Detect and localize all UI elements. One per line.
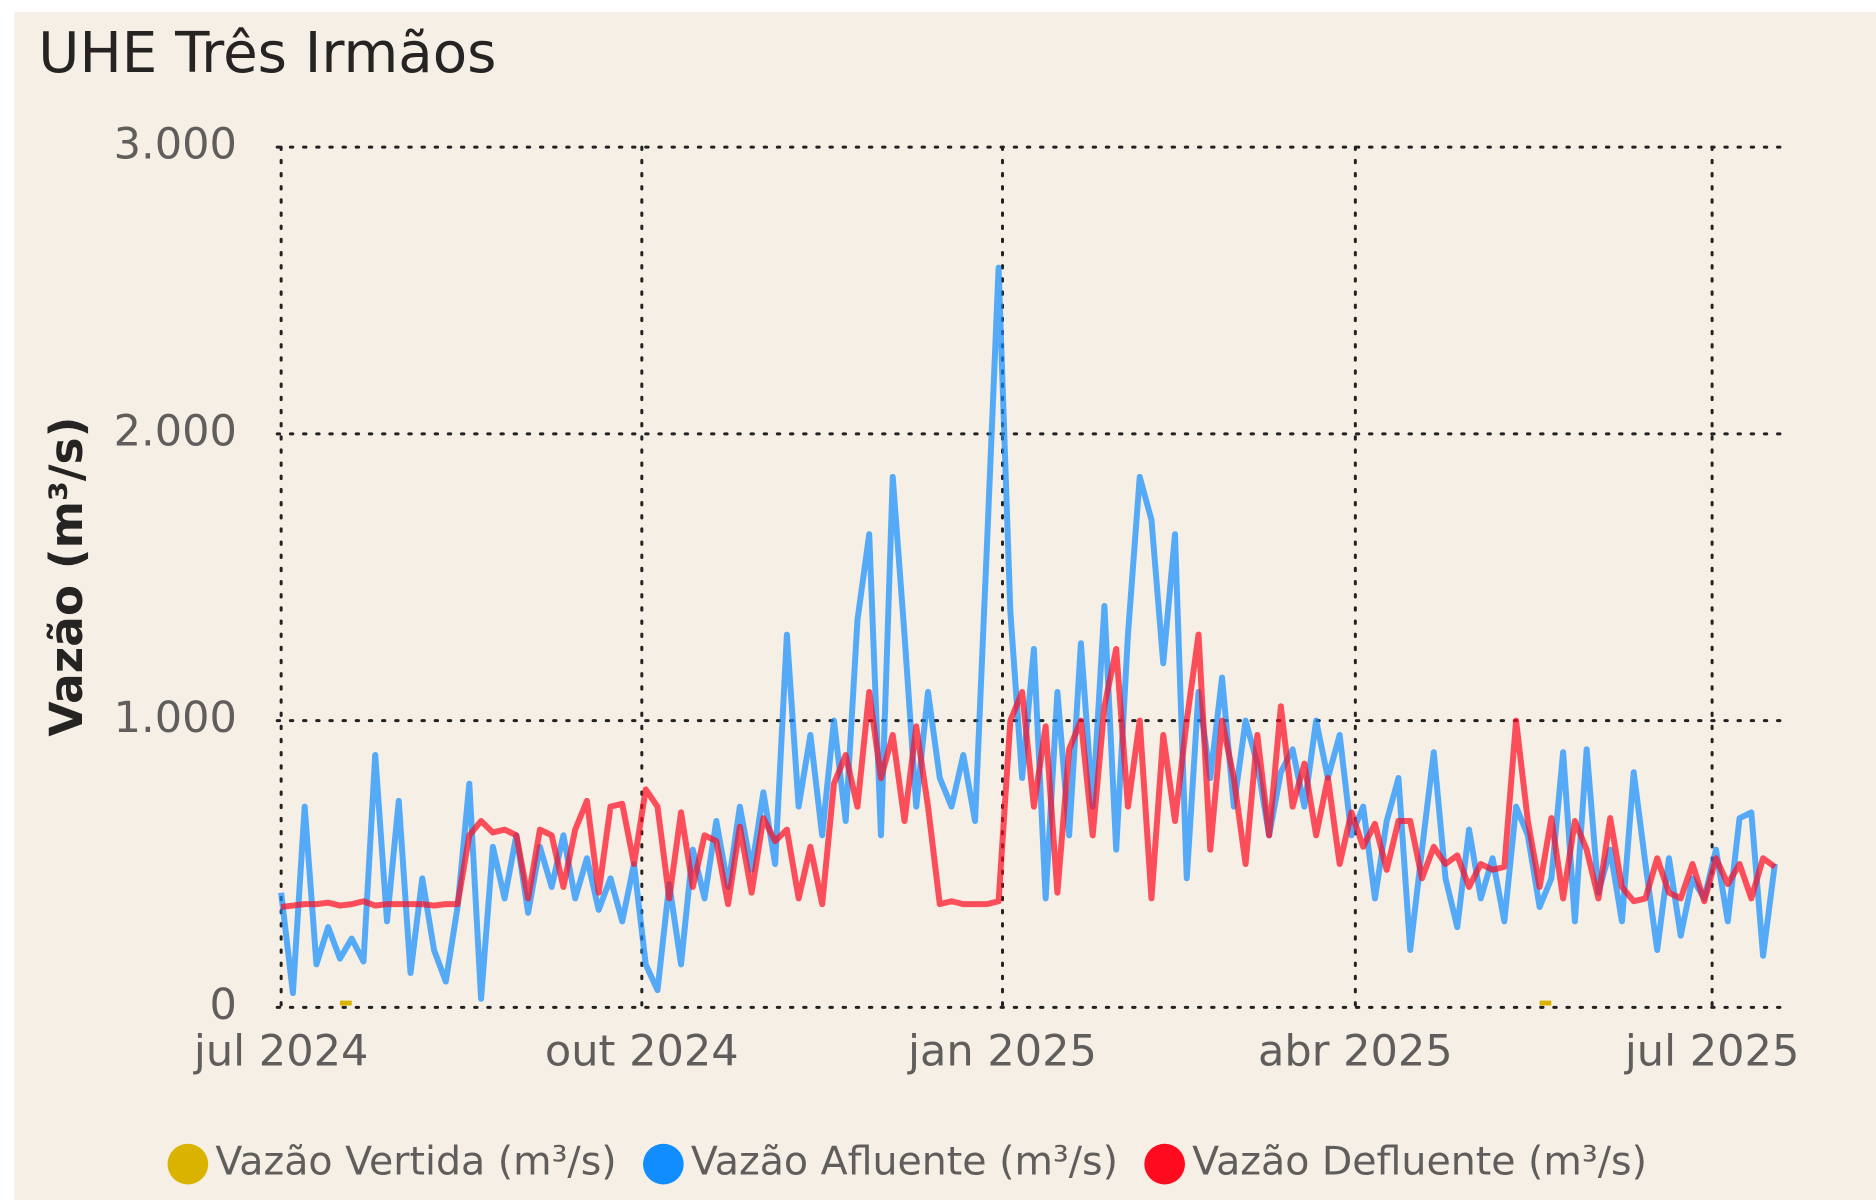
x-tick-label: jul 2025 — [1624, 1027, 1799, 1077]
x-tick-label: jan 2025 — [907, 1027, 1097, 1077]
legend-marker — [643, 1143, 684, 1185]
chart-title: UHE Três Irmãos — [38, 21, 496, 86]
x-tick-label: abr 2025 — [1258, 1027, 1453, 1077]
series-line — [278, 264, 1778, 1002]
legend-label: Vazão Defluente (m³/s) — [1192, 1139, 1647, 1185]
y-tick-label: 1.000 — [114, 693, 237, 743]
y-tick-label: 3.000 — [114, 120, 237, 170]
legend-marker — [167, 1143, 209, 1185]
x-tick-label: jul 2024 — [193, 1027, 369, 1077]
legend-marker — [1144, 1143, 1185, 1185]
y-axis-label: Vazão (m³/s) — [40, 417, 93, 737]
y-tick-label: 2.000 — [114, 406, 237, 456]
background — [14, 11, 1876, 1200]
y-tick-label: 0 — [209, 980, 236, 1030]
legend-label: Vazão Vertida (m³/s) — [215, 1139, 616, 1185]
series-line — [280, 631, 1777, 910]
x-tick-label: out 2024 — [545, 1027, 739, 1077]
legend-label: Vazão Afluente (m³/s) — [691, 1139, 1118, 1185]
